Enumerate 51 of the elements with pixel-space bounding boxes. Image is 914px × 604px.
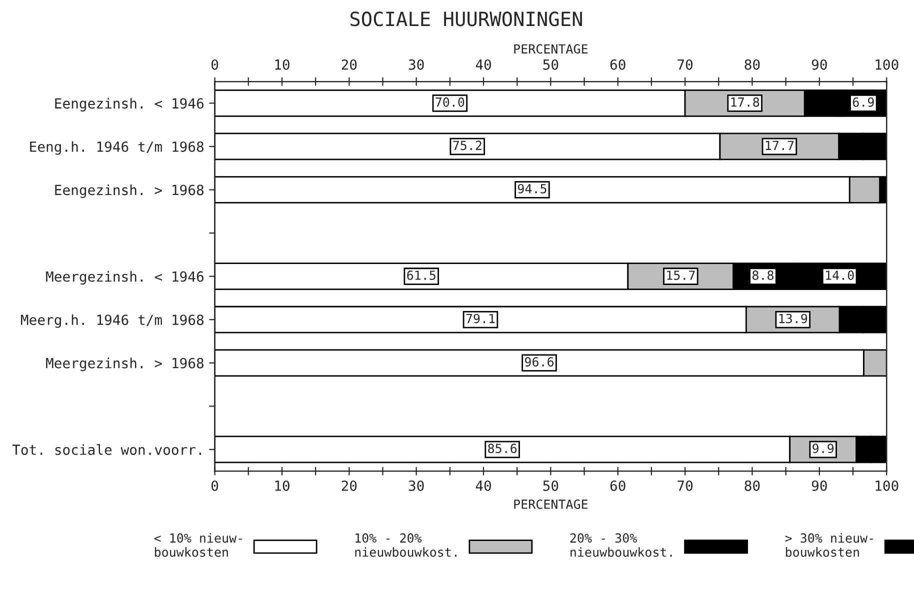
x-tick-label: 50 (543, 480, 558, 491)
x-tick-label: 100 (876, 480, 898, 491)
y-tick-label: Eengezinsh. < 1946 (55, 98, 204, 112)
data-label: 6.9 (852, 97, 874, 107)
data-label: 15.7 (667, 270, 695, 280)
y-tick-label: Meergezinsh. < 1946 (46, 271, 204, 285)
x2-tick-label: 60 (610, 59, 626, 70)
data-label: 17.7 (766, 140, 794, 150)
data-label: 8.8 (752, 270, 774, 280)
data-label: 79.1 (466, 314, 495, 324)
x2-tick-label: 0 (212, 59, 218, 70)
x2-tick-label: 20 (342, 59, 357, 70)
x2-tick-label: 100 (876, 59, 898, 70)
legend-label: 10% - 20% nieuwbouwkost. (355, 533, 456, 557)
x2-axis-title: PERCENTAGE (514, 44, 588, 54)
x-tick-label: 80 (744, 480, 760, 491)
x2-tick-label: 70 (678, 59, 693, 70)
chart-title: SOCIALE HUURWONINGEN (350, 12, 582, 26)
x2-tick-label: 10 (275, 59, 290, 70)
y-tick-label: Tot. sociale won.voorr. (12, 444, 202, 455)
legend-label: > 30% nieuw- bouwkosten (785, 533, 873, 557)
y-tick-label: Meerg.h. 1946 t/m 1968 (21, 314, 204, 328)
x2-tick-label: 40 (476, 59, 491, 70)
x-tick-label: 40 (476, 480, 491, 491)
x-tick-label: 20 (342, 480, 357, 491)
x2-tick-label: 50 (543, 59, 558, 70)
data-label: 17.8 (731, 97, 760, 107)
x-tick-label: 30 (408, 480, 424, 491)
x-tick-label: 0 (212, 480, 218, 491)
legend-label: < 10% nieuw- bouwkosten (154, 533, 242, 557)
data-label: 70.0 (436, 97, 464, 107)
data-label: 75.2 (453, 140, 482, 150)
x-tick-label: 90 (812, 480, 827, 491)
data-label: 9.9 (812, 444, 834, 454)
x2-tick-label: 90 (812, 59, 827, 70)
y-tick-label: Meergezinsh. > 1968 (46, 358, 204, 372)
x-tick-label: 10 (275, 480, 290, 491)
x2-tick-label: 30 (408, 59, 424, 70)
x-axis-title: PERCENTAGE (514, 500, 588, 509)
data-label: 94.5 (518, 184, 546, 194)
data-label: 13.9 (779, 314, 808, 324)
data-label: 85.6 (488, 444, 517, 454)
legend-label: 20% - 30% nieuwbouwkost. (570, 533, 672, 557)
y-tick-label: Eengezinsh. > 1968 (55, 184, 204, 198)
y-tick-label: Eeng.h. 1946 t/m 1968 (30, 141, 204, 155)
data-label: 14.0 (826, 270, 854, 280)
data-label: 61.5 (407, 270, 436, 280)
x-tick-label: 70 (678, 480, 693, 491)
x2-tick-label: 80 (744, 59, 760, 70)
data-label: 96.6 (524, 357, 554, 367)
x-tick-label: 60 (610, 480, 626, 491)
